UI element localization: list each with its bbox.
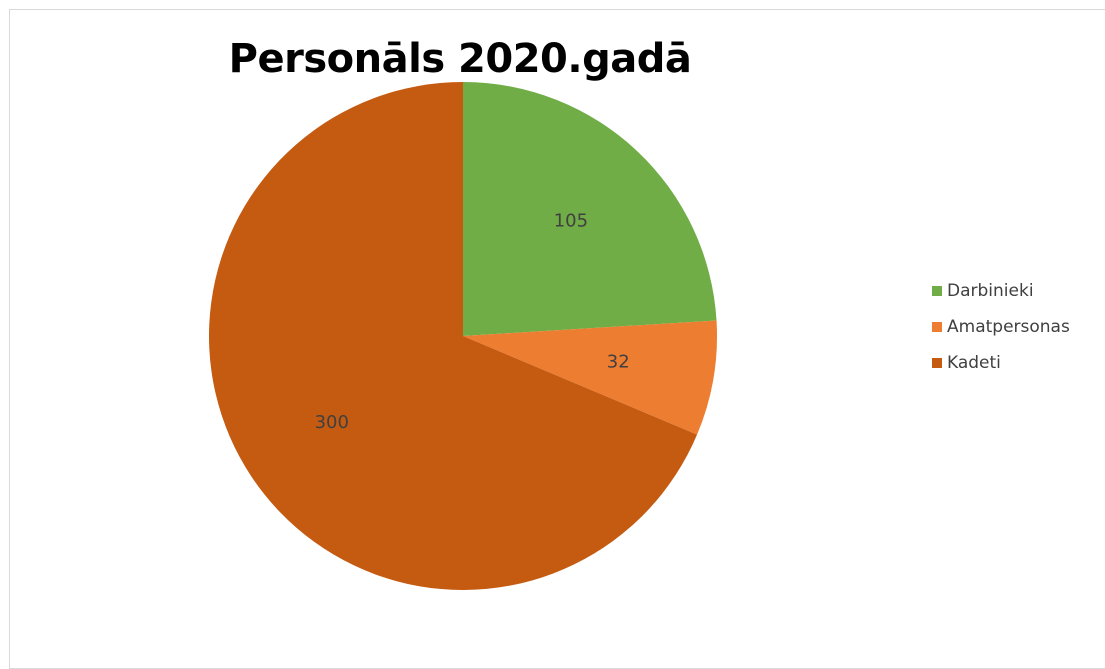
data-label-darbinieki: 105 [554, 210, 588, 231]
pie-data-labels: 105 32 300 [315, 210, 630, 433]
pie-slices [208, 82, 717, 590]
data-label-amatpersonas: 32 [607, 351, 630, 372]
pie-slice-kadeti [208, 82, 698, 590]
legend-label-darbinieki: Darbinieki [947, 281, 1034, 301]
pie-chart: 105 32 300 [208, 82, 717, 590]
legend-item-darbinieki: Darbinieki [932, 280, 1070, 302]
legend-label-amatpersonas: Amatpersonas [947, 317, 1070, 337]
legend-swatch-darbinieki [932, 286, 942, 296]
pie-slice-amatpersonas [463, 320, 717, 435]
legend-item-amatpersonas: Amatpersonas [932, 316, 1070, 338]
legend-label-kadeti: Kadeti [947, 353, 1001, 373]
legend-item-kadeti: Kadeti [932, 352, 1070, 374]
data-label-kadeti: 300 [315, 412, 349, 433]
legend-swatch-amatpersonas [932, 322, 942, 332]
pie-slice-darbinieki [463, 82, 717, 336]
chart-title: Personāls 2020.gadā [228, 36, 692, 82]
legend-swatch-kadeti [932, 358, 942, 368]
legend: Darbinieki Amatpersonas Kadeti [932, 280, 1070, 388]
